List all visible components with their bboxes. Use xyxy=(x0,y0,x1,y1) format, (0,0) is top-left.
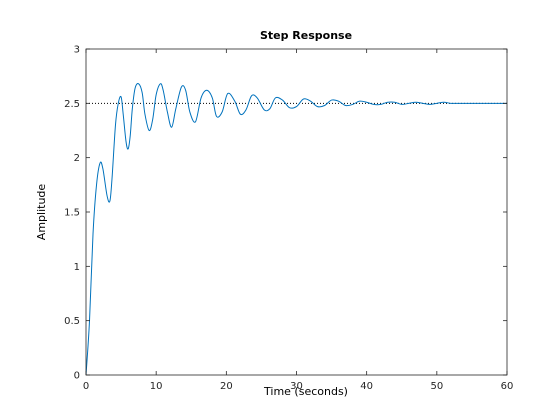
x-tick-label-4: 40 xyxy=(360,381,373,392)
x-tick-label-5: 50 xyxy=(430,381,443,392)
y-tick-label-1: 0.5 xyxy=(64,316,80,327)
x-tick-label-1: 10 xyxy=(150,381,163,392)
y-tick-label-6: 3 xyxy=(74,45,80,56)
x-tick-label-6: 60 xyxy=(501,381,514,392)
x-tick-label-3: 30 xyxy=(290,381,303,392)
y-axis-label: Amplitude xyxy=(35,184,48,241)
y-tick-label-5: 2.5 xyxy=(64,99,80,110)
y-tick-label-2: 1 xyxy=(74,262,80,273)
x-tick-label-0: 0 xyxy=(83,381,89,392)
y-tick-label-4: 2 xyxy=(74,153,80,164)
y-tick-label-0: 0 xyxy=(74,371,80,382)
y-tick-label-3: 1.5 xyxy=(64,208,80,219)
chart-title: Step Response xyxy=(260,29,352,42)
x-tick-label-2: 20 xyxy=(220,381,233,392)
x-axis-label: Time (seconds) xyxy=(263,385,348,398)
series-layer xyxy=(85,83,507,376)
plot-area xyxy=(86,49,507,375)
y-axis-ticks: 0 0.5 1 1.5 2 2.5 3 xyxy=(64,45,507,382)
x-axis-ticks: 0 10 20 30 40 50 60 xyxy=(83,49,514,392)
step-response-line-0 xyxy=(85,83,507,376)
